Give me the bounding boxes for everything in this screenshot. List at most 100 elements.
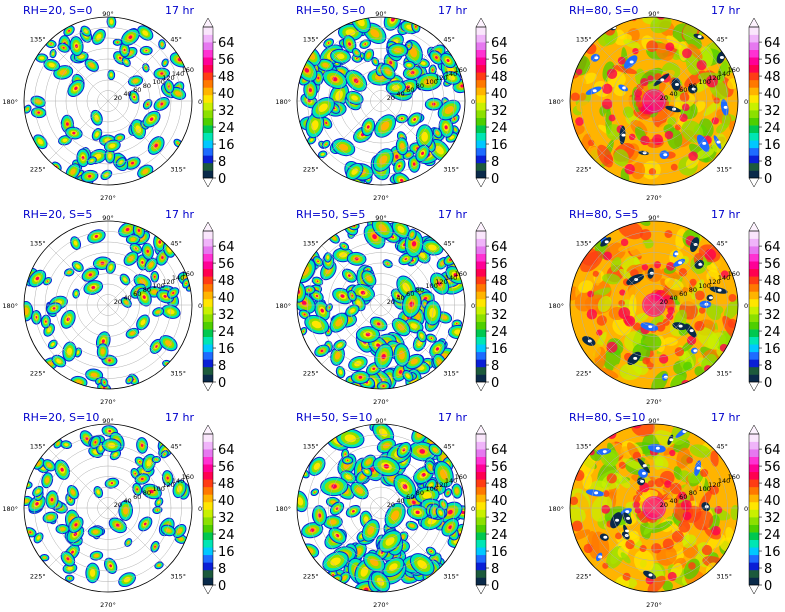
colorbar-segment [476,49,486,58]
radial-tick-label: 60 [679,493,687,501]
angle-label: 315° [716,572,732,580]
colorbar-segment [476,554,486,563]
colorbar-segment [476,329,486,337]
radial-tick-label: 160 [182,473,194,481]
colorbar-segment [203,306,213,315]
colorbar-tick-label: 16 [491,138,508,153]
colorbar: 0 8 16 24 32 40 48 56 64 [748,424,781,595]
colorbar-tick-label: 56 [491,460,508,475]
colorbar-extend-min [202,381,214,392]
colorbar-tick-label: 56 [218,460,235,475]
angle-label: 315° [170,369,186,377]
colorbar-segment [203,268,213,277]
radial-tick-label: 40 [669,294,677,302]
colorbar-tick-label: 48 [218,477,235,492]
colorbar-segment [749,434,759,442]
colorbar-tick-label: 56 [491,53,508,68]
angular-gridline [594,245,655,306]
angle-label: 315° [443,165,459,173]
colorbar-segment [476,471,486,480]
colorbar-tick-label: 64 [218,240,235,255]
colorbar-tick-label: 0 [218,376,226,391]
colorbar-segment [476,336,486,345]
colorbar-tick-label: 48 [764,274,781,289]
colorbar-extend-min [748,177,760,188]
colorbar-segment [203,321,213,330]
radial-tick-label: 100 [153,78,165,86]
angle-label: 0° [744,302,751,310]
colorbar-segment [749,276,759,285]
colorbar-segment [203,57,213,66]
colorbar-segment [749,87,759,96]
angular-gridline [48,245,109,306]
colorbar-segment [203,253,213,262]
angle-label: 180° [2,98,18,106]
colorbar-tick-label: 40 [764,87,781,102]
radial-tick-label: 160 [182,270,194,278]
colorbar-extend-min [475,381,487,392]
colorbar-tick-label: 48 [218,274,235,289]
colorbar-tick-label: 16 [764,138,781,153]
angular-gridline [380,304,441,365]
colorbar-segment [476,547,486,556]
radial-tick-label: 120 [435,278,447,286]
radial-tick-label: 40 [396,294,404,302]
colorbar-segment [749,471,759,480]
angle-label: 135° [30,240,46,248]
colorbar-tick-label: 64 [764,240,781,255]
colorbar-segment [476,539,486,548]
colorbar-segment [749,268,759,277]
colorbar-segment [203,456,213,465]
radial-tick-label: 60 [133,86,141,94]
radial-tick-label: 100 [699,78,711,86]
angular-gridline [107,41,168,102]
colorbar-segment [203,494,213,503]
polar-frame [23,423,193,593]
colorbar-segment [749,344,759,353]
colorbar-tick-label: 16 [218,545,235,560]
angle-label: 90° [375,214,387,222]
colorbar-extend-min [475,177,487,188]
colorbar-segment [476,524,486,533]
radial-tick-label: 20 [660,298,668,306]
angle-label: 270° [646,194,662,202]
colorbar-tick-label: 8 [218,155,226,170]
colorbar-tick-label: 56 [218,257,235,272]
angle-label: 135° [30,443,46,451]
angle-label: 45° [443,443,455,451]
colorbar-segment [203,532,213,540]
panel-title: RH=20, S=10 [23,411,99,424]
radial-tick-label: 80 [143,82,151,90]
angular-gridline [653,41,714,102]
colorbar-segment [476,231,486,239]
angle-label: 225° [303,572,319,580]
angle-label: 270° [646,398,662,406]
radial-tick-label: 140 [718,70,730,78]
angle-label: 135° [576,36,592,44]
panel-title: RH=80, S=10 [569,411,645,424]
radial-tick-label: 60 [406,493,414,501]
radial-tick-label: 60 [406,290,414,298]
radial-tick-label: 160 [728,473,740,481]
angle-label: 225° [576,572,592,580]
angle-label: 270° [373,194,389,202]
angular-gridline [48,100,109,161]
colorbar-segment [476,140,486,149]
angle-label: 0° [198,505,205,513]
colorbar-segment [749,366,759,375]
colorbar-segment [749,57,759,66]
colorbar-segment [749,102,759,111]
colorbar-segment [749,517,759,525]
radial-tick-label: 160 [455,270,467,278]
angular-gridline [107,100,168,161]
colorbar-segment [749,64,759,73]
colorbar-tick-label: 64 [218,36,235,51]
radial-tick-label: 100 [699,282,711,290]
colorbar-extend-max [475,424,487,435]
colorbar-segment [476,162,486,171]
radial-tick-label: 140 [718,477,730,485]
colorbar-tick-label: 16 [764,342,781,357]
angular-gridline [48,448,109,509]
radial-tick-label: 80 [416,286,424,294]
colorbar-tick-label: 40 [764,291,781,306]
